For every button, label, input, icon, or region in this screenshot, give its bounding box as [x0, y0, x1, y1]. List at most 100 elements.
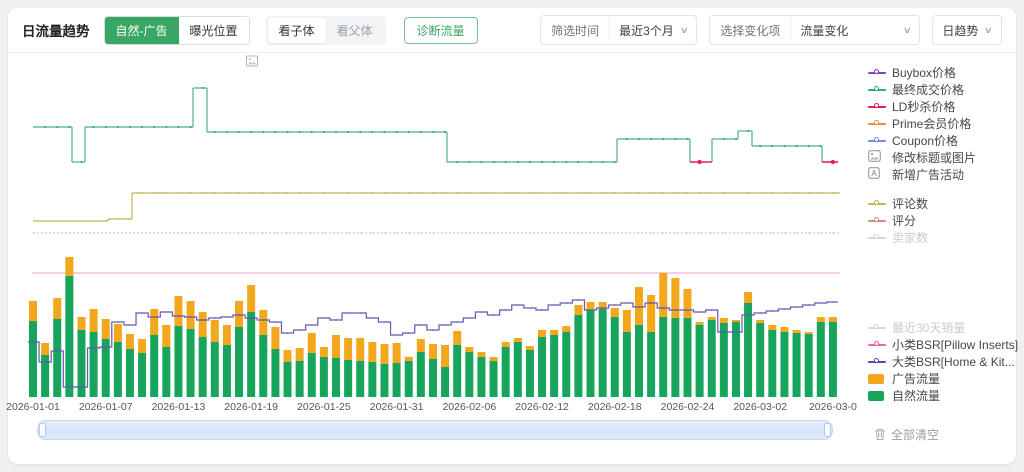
bar-ad-traffic[interactable] [101, 319, 110, 339]
bar-organic-traffic[interactable] [319, 357, 328, 397]
bar-organic-traffic[interactable] [428, 359, 437, 397]
bar-ad-traffic[interactable] [428, 344, 437, 359]
bar-organic-traffic[interactable] [671, 318, 680, 397]
bar-ad-traffic[interactable] [150, 309, 159, 335]
bar-organic-traffic[interactable] [222, 345, 231, 397]
bar-organic-traffic[interactable] [125, 349, 134, 397]
bar-organic-traffic[interactable] [29, 321, 37, 397]
bar-ad-traffic[interactable] [465, 347, 474, 352]
bar-ad-traffic[interactable] [380, 344, 389, 364]
bar-ad-traffic[interactable] [271, 327, 280, 349]
bar-ad-traffic[interactable] [659, 273, 668, 317]
bar-ad-traffic[interactable] [332, 335, 340, 358]
time-filter-select[interactable]: 最近3个月 ∨ [610, 22, 696, 39]
bar-ad-traffic[interactable] [65, 257, 74, 276]
bar-organic-traffic[interactable] [610, 317, 619, 397]
bar-ad-traffic[interactable] [77, 317, 86, 330]
bar-ad-traffic[interactable] [731, 320, 740, 322]
bar-organic-traffic[interactable] [828, 322, 837, 397]
legend-item[interactable]: 评分 [868, 212, 928, 229]
bar-ad-traffic[interactable] [404, 357, 413, 361]
bar-ad-traffic[interactable] [622, 310, 631, 332]
bar-organic-traffic[interactable] [101, 339, 110, 397]
bar-ad-traffic[interactable] [610, 308, 619, 317]
bar-ad-traffic[interactable] [441, 345, 450, 367]
bar-organic-traffic[interactable] [441, 367, 450, 397]
bar-organic-traffic[interactable] [756, 323, 765, 397]
bar-organic-traffic[interactable] [368, 362, 377, 397]
bar-ad-traffic[interactable] [513, 338, 522, 342]
bar-organic-traffic[interactable] [198, 337, 207, 397]
bar-organic-traffic[interactable] [41, 355, 50, 397]
bar-organic-traffic[interactable] [150, 335, 159, 397]
bar-organic-traffic[interactable] [380, 364, 389, 397]
bar-organic-traffic[interactable] [89, 332, 98, 397]
bar-ad-traffic[interactable] [586, 302, 595, 310]
bar-organic-traffic[interactable] [744, 303, 753, 397]
bar-ad-traffic[interactable] [113, 324, 122, 342]
change-filter-group[interactable]: 选择变化项 流量变化 ∨ [709, 15, 921, 45]
bar-organic-traffic[interactable] [525, 350, 534, 397]
bar-ad-traffic[interactable] [719, 318, 728, 323]
bar-ad-traffic[interactable] [41, 343, 50, 355]
bar-organic-traffic[interactable] [683, 318, 692, 397]
bar-organic-traffic[interactable] [538, 337, 547, 397]
bar-ad-traffic[interactable] [683, 289, 692, 318]
legend-item[interactable]: 修改标题或图片 [868, 149, 976, 166]
bar-ad-traffic[interactable] [247, 285, 256, 312]
bar-ad-traffic[interactable] [501, 342, 510, 347]
bar-organic-traffic[interactable] [271, 349, 280, 397]
mode-button-exposure[interactable]: 曝光位置 [178, 16, 249, 44]
bar-organic-traffic[interactable] [453, 345, 462, 397]
bar-organic-traffic[interactable] [635, 325, 643, 397]
bar-ad-traffic[interactable] [138, 339, 147, 353]
bar-organic-traffic[interactable] [513, 342, 522, 397]
bar-organic-traffic[interactable] [210, 342, 219, 397]
bar-ad-traffic[interactable] [29, 301, 37, 321]
bar-organic-traffic[interactable] [501, 347, 510, 397]
bar-organic-traffic[interactable] [259, 335, 268, 397]
bar-organic-traffic[interactable] [283, 362, 292, 397]
timeline-brush[interactable] [37, 420, 833, 440]
bar-ad-traffic[interactable] [186, 301, 195, 329]
legend-item[interactable]: 自然流量 [868, 387, 1018, 404]
bar-ad-traffic[interactable] [635, 287, 643, 325]
bar-ad-traffic[interactable] [295, 348, 304, 361]
bar-ad-traffic[interactable] [125, 334, 134, 349]
bar-organic-traffic[interactable] [247, 312, 256, 397]
bar-organic-traffic[interactable] [53, 319, 62, 397]
bar-ad-traffic[interactable] [307, 333, 316, 353]
bar-ad-traffic[interactable] [368, 342, 377, 362]
bar-organic-traffic[interactable] [695, 325, 704, 397]
bar-ad-traffic[interactable] [744, 292, 753, 303]
bar-organic-traffic[interactable] [186, 329, 195, 397]
bar-ad-traffic[interactable] [235, 301, 244, 327]
bar-ad-traffic[interactable] [489, 357, 498, 361]
bar-organic-traffic[interactable] [719, 323, 728, 397]
bar-ad-traffic[interactable] [198, 312, 207, 337]
bar-organic-traffic[interactable] [235, 327, 244, 397]
legend-item[interactable]: 小类BSR[Pillow Inserts] [868, 336, 1018, 353]
legend-item[interactable]: 大类BSR[Home & Kit... [868, 353, 1018, 370]
legend-item[interactable]: 最近30天销量 [868, 319, 1018, 336]
bars-layer[interactable] [29, 257, 837, 397]
legend-item[interactable]: 广告流量 [868, 370, 1018, 387]
change-filter-select[interactable]: 流量变化 ∨ [791, 22, 919, 39]
bar-organic-traffic[interactable] [404, 361, 413, 397]
bar-organic-traffic[interactable] [562, 332, 571, 397]
bar-ad-traffic[interactable] [319, 347, 328, 357]
bar-ad-traffic[interactable] [695, 322, 704, 325]
bar-ad-traffic[interactable] [647, 295, 656, 332]
bar-ad-traffic[interactable] [174, 296, 183, 326]
legend-item[interactable]: 最终成交价格 [868, 81, 976, 98]
bar-organic-traffic[interactable] [731, 322, 740, 397]
bar-ad-traffic[interactable] [162, 325, 171, 347]
bar-ad-traffic[interactable] [356, 338, 365, 361]
bar-ad-traffic[interactable] [792, 330, 801, 333]
bar-ad-traffic[interactable] [538, 330, 547, 337]
legend-item[interactable]: 评论数 [868, 195, 928, 212]
bar-ad-traffic[interactable] [525, 346, 534, 350]
bar-organic-traffic[interactable] [416, 352, 425, 397]
bar-ad-traffic[interactable] [210, 320, 219, 342]
bar-ad-traffic[interactable] [671, 278, 680, 318]
